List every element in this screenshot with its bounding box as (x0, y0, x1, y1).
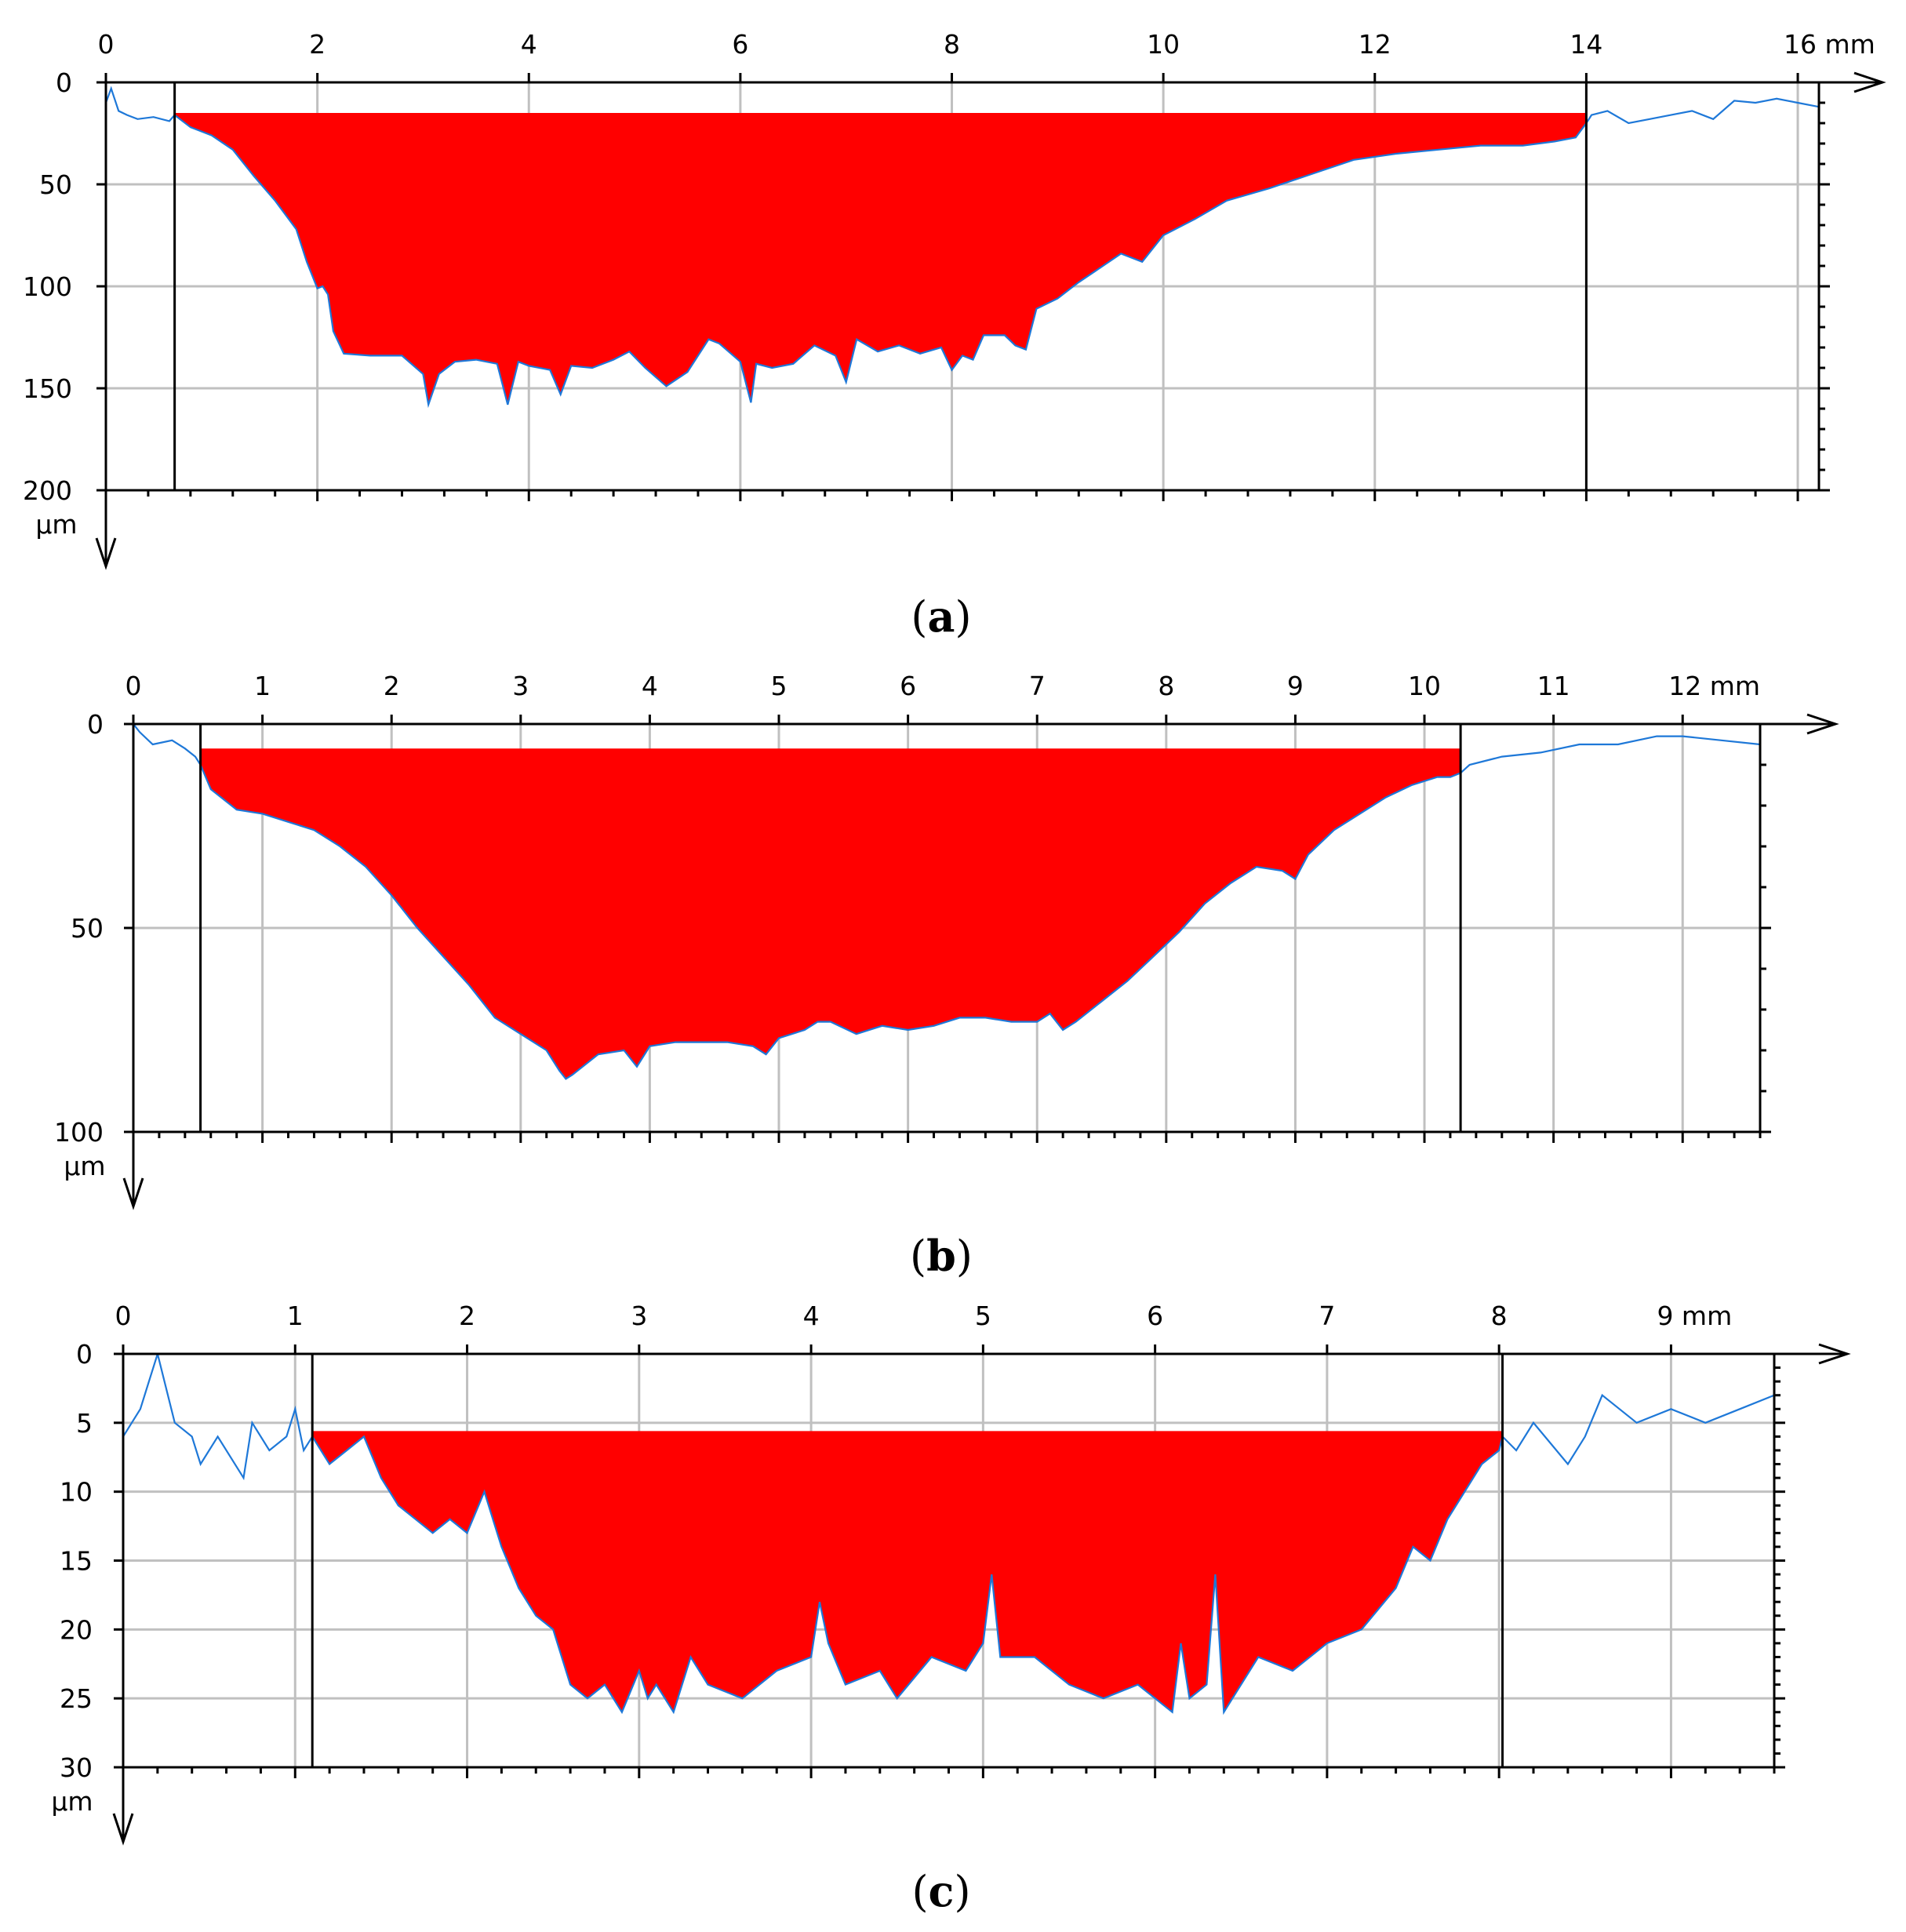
axes-a (95, 71, 1886, 570)
x-tick-label: 6 (900, 671, 916, 701)
panel-caption-b: (b) (910, 1231, 973, 1281)
x-tick-label: 7 (1319, 1301, 1335, 1331)
axes-b (122, 713, 1839, 1210)
filled-area-b (200, 748, 1461, 1079)
y-unit-label-a: µm (35, 509, 77, 540)
chart-panel-a: 0 2 4 6 8 10 12 14 16 mm 0 50 100 150 200 (23, 29, 1886, 570)
y-tick-label: 200 (23, 475, 72, 506)
tick-labels-c: 0 1 2 3 4 5 6 7 8 9 mm 0 5 10 15 20 25 30 (60, 1301, 1732, 1783)
y-tick-label: 30 (60, 1752, 93, 1783)
y-tick-label: 100 (23, 271, 72, 302)
filled-area-c (312, 1431, 1503, 1712)
x-tick-label: 12 (1359, 29, 1391, 60)
y-tick-label: 150 (23, 373, 72, 404)
x-tick-label: 8 (1491, 1301, 1508, 1331)
x-tick-label: 6 (732, 29, 748, 60)
x-tick-label: 7 (1029, 671, 1046, 701)
tick-labels-a: 0 2 4 6 8 10 12 14 16 mm 0 50 100 150 200 (23, 29, 1875, 506)
y-tick-label: 20 (60, 1614, 93, 1645)
y-tick-label: 15 (60, 1546, 93, 1577)
profile-line-b (133, 724, 1760, 1080)
panel-caption-a: (a) (911, 591, 971, 642)
x-axis-arrow-icon (1818, 1343, 1851, 1365)
x-tick-label: 0 (125, 671, 142, 701)
y-axis-arrow-icon (112, 1813, 134, 1846)
y-tick-label: 50 (39, 169, 72, 200)
y-tick-label: 5 (76, 1408, 93, 1439)
x-tick-label: 0 (98, 29, 115, 60)
x-tick-label: 9 mm (1657, 1301, 1732, 1331)
x-tick-label: 8 (944, 29, 960, 60)
tick-labels-b: 0 1 2 3 4 5 6 7 8 9 10 11 12 mm 0 50 100 (54, 671, 1760, 1148)
x-tick-label: 6 (1147, 1301, 1163, 1331)
x-tick-label: 4 (803, 1301, 820, 1331)
x-tick-label: 4 (642, 671, 658, 701)
x-tick-label: 11 (1537, 671, 1570, 701)
filled-area-a (174, 113, 1587, 405)
x-tick-label: 9 (1287, 671, 1304, 701)
x-tick-label: 4 (521, 29, 537, 60)
fill-region-c (312, 1431, 1503, 1712)
x-tick-label: 5 (771, 671, 787, 701)
axes-c (112, 1343, 1851, 1846)
x-tick-label: 1 (287, 1301, 304, 1331)
x-tick-label: 14 (1570, 29, 1602, 60)
x-tick-label: 3 (512, 671, 529, 701)
fill-region-a (174, 113, 1587, 405)
x-tick-label: 2 (384, 671, 400, 701)
chart-panel-c: 0 1 2 3 4 5 6 7 8 9 mm 0 5 10 15 20 25 30 (60, 1301, 1851, 1846)
y-tick-label: 10 (60, 1477, 93, 1508)
y-tick-label: 50 (71, 913, 104, 944)
x-tick-label: 12 mm (1668, 671, 1760, 701)
y-tick-label: 0 (76, 1339, 93, 1370)
x-tick-label: 3 (631, 1301, 647, 1331)
x-tick-label: 10 (1147, 29, 1180, 60)
markers-a (173, 82, 1588, 490)
y-tick-label: 25 (60, 1683, 93, 1714)
x-tick-label: 5 (975, 1301, 991, 1331)
x-tick-label: 8 (1158, 671, 1174, 701)
x-tick-label: 1 (254, 671, 271, 701)
x-axis-arrow-icon (1806, 713, 1839, 735)
x-axis-arrow-icon (1853, 71, 1886, 93)
x-tick-label: 16 mm (1784, 29, 1875, 60)
y-axis-arrow-icon (95, 537, 117, 570)
y-unit-label-b: µm (64, 1151, 105, 1181)
x-tick-label: 10 (1408, 671, 1441, 701)
y-unit-label-c: µm (51, 1786, 93, 1817)
panel-caption-c: (c) (911, 1866, 970, 1916)
chart-panel-b: 0 1 2 3 4 5 6 7 8 9 10 11 12 mm 0 50 100 (54, 671, 1839, 1210)
profile-line-a (106, 86, 1819, 409)
fill-region-b (200, 748, 1461, 1079)
x-tick-label: 2 (309, 29, 326, 60)
y-tick-label: 100 (54, 1117, 104, 1148)
x-tick-label: 2 (459, 1301, 475, 1331)
y-axis-arrow-icon (122, 1177, 144, 1210)
y-tick-label: 0 (87, 709, 104, 740)
x-tick-label: 0 (115, 1301, 132, 1331)
markers-c (311, 1354, 1504, 1767)
markers-b (199, 724, 1462, 1132)
y-tick-label: 0 (56, 67, 72, 98)
